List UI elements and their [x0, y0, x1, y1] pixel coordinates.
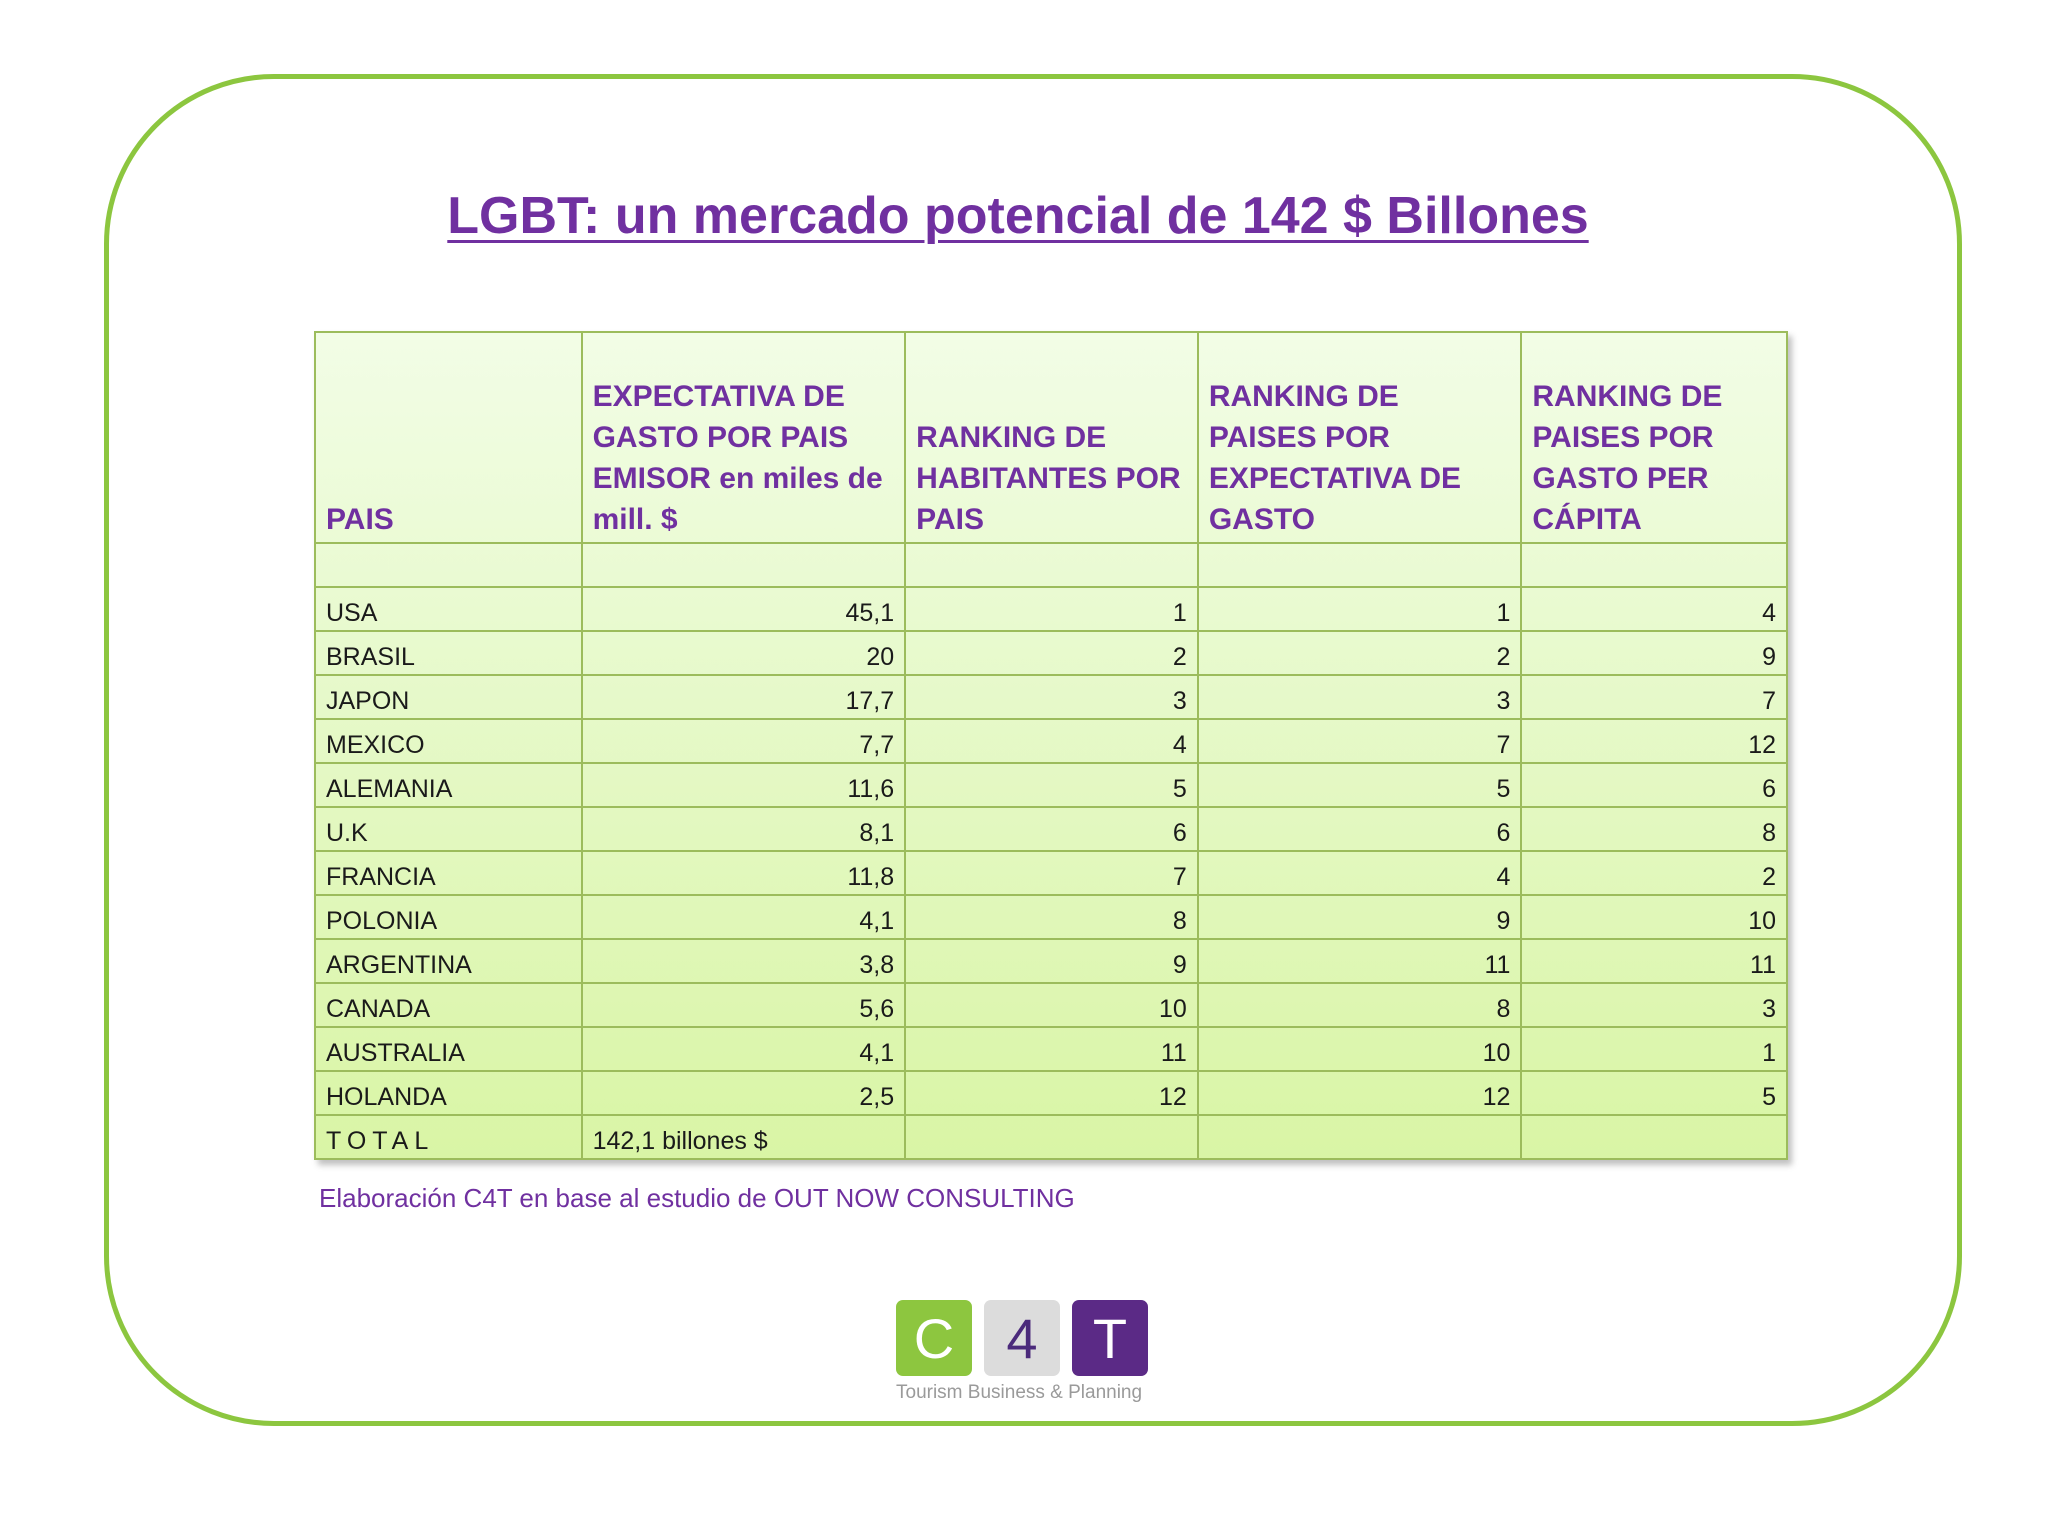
- value-cell: 3,8: [580, 938, 907, 984]
- country-cell: POLONIA: [314, 894, 583, 940]
- value-cell: 7: [1520, 674, 1788, 720]
- value-cell: 12: [1196, 1070, 1523, 1116]
- table-row: ALEMANIA 11,6 5 5 6: [314, 762, 1788, 808]
- page-title: LGBT: un mercado potencial de 142 $ Bill…: [447, 187, 1589, 245]
- value-cell: 10: [1196, 1026, 1523, 1072]
- value-cell: 11,6: [580, 762, 907, 808]
- country-cell: ARGENTINA: [314, 938, 583, 984]
- header-ranking-expectativa: RANKING DE PAISES POR EXPECTATIVA DE GAS…: [1196, 331, 1523, 544]
- value-cell: 9: [1520, 630, 1788, 676]
- value-cell: 12: [1520, 718, 1788, 764]
- value-cell: 9: [1196, 894, 1523, 940]
- value-cell: 4: [1196, 850, 1523, 896]
- country-cell: HOLANDA: [314, 1070, 583, 1116]
- value-cell: 3: [1520, 982, 1788, 1028]
- value-cell: 3: [904, 674, 1199, 720]
- value-cell: 12: [904, 1070, 1199, 1116]
- table-row: USA 45,1 1 1 4: [314, 586, 1788, 632]
- value-cell: 6: [1520, 762, 1788, 808]
- value-cell: 11: [1196, 938, 1523, 984]
- value-cell: 4,1: [580, 894, 907, 940]
- table-cell: [1520, 1114, 1788, 1160]
- country-cell: USA: [314, 586, 583, 632]
- value-cell: 2: [1196, 630, 1523, 676]
- value-cell: 5: [1196, 762, 1523, 808]
- table-row: POLONIA 4,1 8 9 10: [314, 894, 1788, 940]
- table-cell: [1196, 1114, 1523, 1160]
- value-cell: 2: [1520, 850, 1788, 896]
- value-cell: 9: [904, 938, 1199, 984]
- value-cell: 2,5: [580, 1070, 907, 1116]
- value-cell: 5: [904, 762, 1199, 808]
- value-cell: 11,8: [580, 850, 907, 896]
- table-row: AUSTRALIA 4,1 11 10 1: [314, 1026, 1788, 1072]
- value-cell: 8,1: [580, 806, 907, 852]
- total-value: 142,1 billones $: [580, 1114, 907, 1160]
- value-cell: 4: [904, 718, 1199, 764]
- table-cell: [314, 542, 583, 588]
- value-cell: 7: [1196, 718, 1523, 764]
- value-cell: 5: [1520, 1070, 1788, 1116]
- table-cell: [904, 1114, 1199, 1160]
- c4t-logo: C 4 T Tourism Business & Planning: [896, 1300, 1152, 1404]
- country-cell: JAPON: [314, 674, 583, 720]
- country-cell: U.K: [314, 806, 583, 852]
- logo-tagline: Tourism Business & Planning: [896, 1382, 1143, 1403]
- value-cell: 1: [1520, 1026, 1788, 1072]
- value-cell: 8: [1196, 982, 1523, 1028]
- value-cell: 1: [1196, 586, 1523, 632]
- value-cell: 11: [904, 1026, 1199, 1072]
- header-ranking-per-capita: RANKING DE PAISES POR GASTO PER CÁPITA: [1520, 331, 1788, 544]
- value-cell: 7,7: [580, 718, 907, 764]
- logo-tile-c: C: [896, 1300, 972, 1376]
- value-cell: 45,1: [580, 586, 907, 632]
- value-cell: 6: [1196, 806, 1523, 852]
- table-row: FRANCIA 11,8 7 4 2: [314, 850, 1788, 896]
- value-cell: 5,6: [580, 982, 907, 1028]
- table-header-row: PAIS EXPECTATIVA DE GASTO POR PAIS EMISO…: [314, 331, 1788, 544]
- value-cell: 10: [1520, 894, 1788, 940]
- header-expectativa-gasto: EXPECTATIVA DE GASTO POR PAIS EMISOR en …: [580, 331, 907, 544]
- table-cell: [904, 542, 1199, 588]
- table-row: ARGENTINA 3,8 9 11 11: [314, 938, 1788, 984]
- value-cell: 17,7: [580, 674, 907, 720]
- value-cell: 8: [1520, 806, 1788, 852]
- value-cell: 6: [904, 806, 1199, 852]
- value-cell: 8: [904, 894, 1199, 940]
- header-pais: PAIS: [314, 331, 583, 544]
- table-row: U.K 8,1 6 6 8: [314, 806, 1788, 852]
- table-row: JAPON 17,7 3 3 7: [314, 674, 1788, 720]
- logo-tile-t: T: [1072, 1300, 1148, 1376]
- country-cell: ALEMANIA: [314, 762, 583, 808]
- value-cell: 4,1: [580, 1026, 907, 1072]
- value-cell: 4: [1520, 586, 1788, 632]
- ranking-table: PAIS EXPECTATIVA DE GASTO POR PAIS EMISO…: [314, 331, 1788, 1160]
- logo-tile-4: 4: [984, 1300, 1060, 1376]
- source-note: Elaboración C4T en base al estudio de OU…: [319, 1183, 1075, 1213]
- table-row: BRASIL 20 2 2 9: [314, 630, 1788, 676]
- table-cell: [1520, 542, 1788, 588]
- table-row: MEXICO 7,7 4 7 12: [314, 718, 1788, 764]
- value-cell: 7: [904, 850, 1199, 896]
- table-total-row: TOTAL 142,1 billones $: [314, 1114, 1788, 1160]
- table-cell: [580, 542, 907, 588]
- table-row: HOLANDA 2,5 12 12 5: [314, 1070, 1788, 1116]
- table-spacer-row: [314, 542, 1788, 588]
- logo-tiles: C 4 T: [896, 1300, 1152, 1376]
- total-label: TOTAL: [314, 1114, 583, 1160]
- country-cell: AUSTRALIA: [314, 1026, 583, 1072]
- table-row: CANADA 5,6 10 8 3: [314, 982, 1788, 1028]
- country-cell: CANADA: [314, 982, 583, 1028]
- value-cell: 1: [904, 586, 1199, 632]
- value-cell: 3: [1196, 674, 1523, 720]
- value-cell: 10: [904, 982, 1199, 1028]
- country-cell: MEXICO: [314, 718, 583, 764]
- country-cell: FRANCIA: [314, 850, 583, 896]
- value-cell: 20: [580, 630, 907, 676]
- value-cell: 11: [1520, 938, 1788, 984]
- header-ranking-habitantes: RANKING DE HABITANTES POR PAIS: [904, 331, 1199, 544]
- value-cell: 2: [904, 630, 1199, 676]
- country-cell: BRASIL: [314, 630, 583, 676]
- table-cell: [1196, 542, 1523, 588]
